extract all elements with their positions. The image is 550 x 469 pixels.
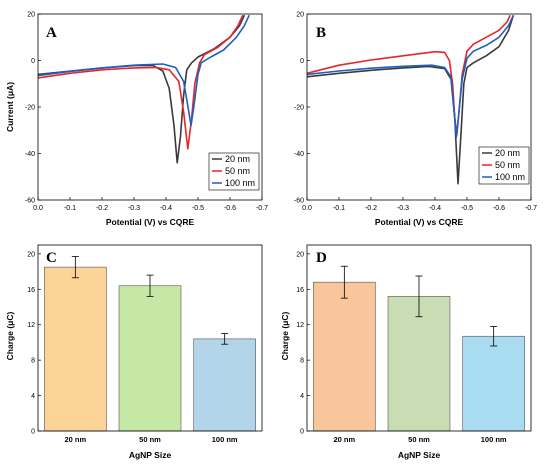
plot-frame bbox=[306, 13, 532, 201]
tick-label-group: 0 4 8 12 16 20 20 nm 50 nm 100 nm bbox=[296, 251, 507, 444]
plot-frame bbox=[37, 13, 263, 201]
legend-label-50nm: 50 nm bbox=[495, 160, 520, 170]
y-tick-label: 16 bbox=[27, 287, 35, 294]
x-tick-label: -0.2 bbox=[365, 205, 377, 212]
y-tick-label: 0 bbox=[300, 58, 304, 65]
y-tick-label: 4 bbox=[31, 393, 35, 400]
panel-a: A Potential (V) vs CQRE Current (μA) -60… bbox=[5, 12, 268, 228]
tick-label-group: -60 -40 -20 0 20 0.0 -0.1 -0.2 -0.3 -0.4 -0.5 -0.6 -… bbox=[25, 12, 268, 213]
panel-label: D bbox=[316, 250, 327, 266]
series-line-100nm bbox=[306, 14, 515, 138]
legend-label-20nm: 20 nm bbox=[495, 148, 520, 158]
x-tick-label: 50 nm bbox=[139, 435, 161, 444]
tick-label-group: 0 4 8 12 16 20 20 nm 50 nm 100 nm bbox=[27, 251, 238, 444]
bar-50nm bbox=[387, 296, 451, 432]
series-line-50nm bbox=[306, 14, 511, 136]
x-tick-label: 20 nm bbox=[64, 435, 86, 444]
x-tick-label: -0.6 bbox=[493, 205, 505, 212]
legend-label-100nm: 100 nm bbox=[225, 178, 255, 188]
x-axis-label: AgNP Size bbox=[398, 450, 441, 460]
bar-100nm bbox=[193, 338, 256, 432]
x-tick-label: 50 nm bbox=[408, 435, 430, 444]
panel-label: A bbox=[46, 25, 57, 41]
legend: 20 nm 50 nm 100 nm bbox=[208, 152, 260, 191]
x-tick-label: -0.5 bbox=[192, 205, 204, 212]
series-group bbox=[306, 14, 515, 185]
x-tick-label: 100 nm bbox=[212, 435, 238, 444]
series-line-20nm bbox=[306, 14, 515, 185]
bar-group bbox=[313, 265, 525, 432]
series-group bbox=[37, 14, 250, 164]
y-tick-label: 20 bbox=[27, 12, 35, 19]
x-tick-label: 20 nm bbox=[333, 435, 355, 444]
bar-100nm bbox=[462, 335, 525, 432]
y-tick-label: 4 bbox=[300, 393, 304, 400]
x-tick-label: -0.6 bbox=[224, 205, 236, 212]
y-tick-label: 8 bbox=[31, 358, 35, 365]
x-axis-label: AgNP Size bbox=[129, 450, 172, 460]
plot-frame bbox=[306, 244, 532, 432]
y-tick-label: 16 bbox=[296, 287, 304, 294]
plot-frame bbox=[37, 244, 263, 432]
bar-50nm bbox=[118, 285, 182, 432]
legend-label-50nm: 50 nm bbox=[225, 166, 250, 176]
y-tick-label: -20 bbox=[25, 105, 35, 112]
y-tick-label: 20 bbox=[296, 251, 304, 258]
y-axis-label: Current (μA) bbox=[5, 82, 15, 132]
x-tick-label: 100 nm bbox=[481, 435, 507, 444]
series-line-50nm bbox=[37, 14, 244, 150]
x-tick-label: -0.5 bbox=[461, 205, 473, 212]
x-tick-label: 0.0 bbox=[302, 205, 312, 212]
y-tick-label: 0 bbox=[31, 58, 35, 65]
panel-c: C AgNP Size Charge (μC) 0 4 8 12 16 20 20 nm 50… bbox=[5, 244, 263, 460]
x-axis-label: Potential (V) vs CQRE bbox=[375, 217, 464, 227]
bar-group bbox=[44, 256, 256, 432]
x-tick-label: -0.7 bbox=[525, 205, 537, 212]
y-tick-label: -20 bbox=[294, 105, 304, 112]
y-tick-label: 20 bbox=[296, 12, 304, 19]
x-tick-label: -0.3 bbox=[128, 205, 140, 212]
x-tick-label: 0.0 bbox=[33, 205, 43, 212]
x-tick-label: -0.2 bbox=[96, 205, 108, 212]
legend-label-100nm: 100 nm bbox=[495, 172, 525, 182]
y-tick-label: 12 bbox=[27, 322, 35, 329]
y-tick-label: 0 bbox=[31, 429, 35, 436]
y-tick-label: -40 bbox=[25, 151, 35, 158]
x-tick-label: -0.1 bbox=[333, 205, 345, 212]
legend: 20 nm 50 nm 100 nm bbox=[478, 146, 530, 185]
x-tick-label: -0.4 bbox=[160, 205, 172, 212]
legend-label-20nm: 20 nm bbox=[225, 154, 250, 164]
y-tick-label: 20 bbox=[27, 251, 35, 258]
panel-b: B Potential (V) vs CQRE -60-40-200200.0-… bbox=[294, 12, 537, 228]
y-tick-label: -60 bbox=[294, 198, 304, 205]
x-tick-label: -0.1 bbox=[64, 205, 76, 212]
y-tick-label: 8 bbox=[300, 358, 304, 365]
y-tick-label: -40 bbox=[294, 151, 304, 158]
x-tick-label: -0.3 bbox=[397, 205, 409, 212]
tick-label-group: -60 -40 -20 0 20 0.0 -0.1 -0.2 -0.3 -0.4 -0.5 -0.6 -… bbox=[294, 12, 537, 213]
bar-20nm bbox=[313, 281, 376, 432]
panel-label: C bbox=[46, 250, 57, 266]
series-line-100nm bbox=[37, 14, 250, 127]
panel-d: D AgNP Size Charge (μC) 0 4 8 12 16 20 20 nm 50… bbox=[280, 244, 532, 460]
x-axis-label: Potential (V) vs CQRE bbox=[106, 217, 195, 227]
x-tick-label: -0.4 bbox=[429, 205, 441, 212]
y-tick-label: 12 bbox=[296, 322, 304, 329]
bar-20nm bbox=[44, 266, 107, 432]
series-line-20nm bbox=[37, 14, 246, 164]
x-tick-label: -0.7 bbox=[256, 205, 268, 212]
y-tick-label: -60 bbox=[25, 198, 35, 205]
y-tick-label: 0 bbox=[300, 429, 304, 436]
y-axis-label: Charge (μC) bbox=[280, 312, 290, 361]
panel-label: B bbox=[316, 25, 326, 41]
y-axis-label: Charge (μC) bbox=[5, 312, 15, 361]
